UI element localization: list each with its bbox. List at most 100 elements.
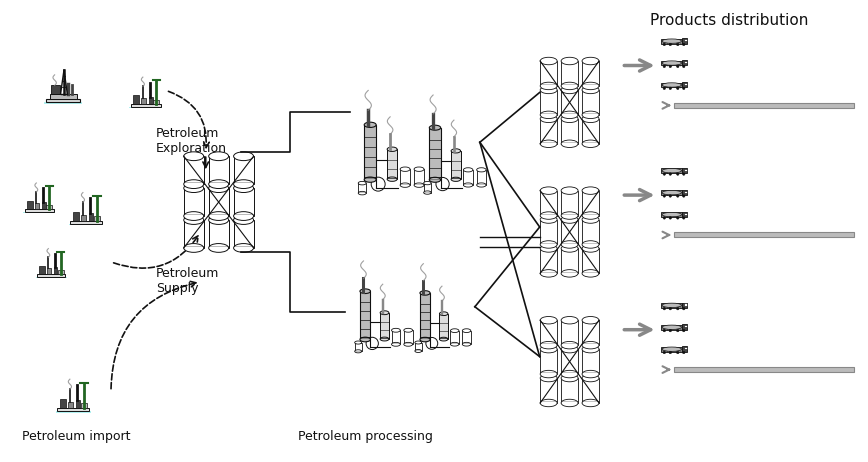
Bar [365,125,376,180]
Ellipse shape [358,191,366,195]
Bar [561,219,578,244]
Bar [582,349,599,374]
Bar [360,291,371,340]
Bar [233,156,253,184]
Bar [424,183,431,193]
Bar [682,38,687,43]
Bar [682,346,687,352]
Circle shape [366,337,378,350]
Ellipse shape [561,86,578,94]
Ellipse shape [561,245,578,252]
Circle shape [436,177,450,191]
Ellipse shape [208,212,228,220]
Ellipse shape [208,184,228,193]
Ellipse shape [540,346,557,353]
Circle shape [669,195,672,197]
Bar [404,330,412,344]
Ellipse shape [561,241,578,248]
Bar [674,232,854,237]
Bar [49,94,76,99]
Bar [674,103,854,108]
Ellipse shape [451,149,461,153]
Bar [582,119,599,144]
Bar [661,83,682,87]
Ellipse shape [365,177,376,182]
Ellipse shape [561,187,578,195]
Ellipse shape [662,347,681,351]
Circle shape [671,352,672,353]
Bar [540,320,557,345]
Circle shape [669,329,672,332]
Bar [674,367,854,372]
Bar [27,201,33,209]
Bar [76,400,80,408]
Ellipse shape [184,152,204,161]
Bar [582,191,599,216]
Circle shape [664,308,665,309]
Bar [184,220,204,248]
Bar [57,408,89,412]
Ellipse shape [430,177,441,182]
Ellipse shape [464,168,473,172]
Ellipse shape [561,374,578,382]
Bar [148,97,153,104]
Bar [131,104,161,107]
Circle shape [669,351,672,354]
Bar [451,151,461,179]
Ellipse shape [415,341,422,344]
Ellipse shape [540,270,557,277]
Circle shape [676,308,679,310]
Bar [684,347,687,349]
Bar [391,330,400,344]
Bar [540,349,557,374]
Ellipse shape [208,152,228,161]
Ellipse shape [540,341,557,349]
Circle shape [664,352,665,353]
Circle shape [671,173,672,174]
Bar [661,303,682,308]
Ellipse shape [662,303,681,308]
Ellipse shape [540,374,557,382]
Bar [233,220,253,248]
Ellipse shape [451,177,461,182]
Ellipse shape [391,342,400,346]
Ellipse shape [233,180,253,188]
Bar [42,202,46,209]
Circle shape [676,87,679,90]
Bar [684,191,687,193]
Circle shape [676,87,677,88]
Ellipse shape [540,212,557,219]
Bar [129,107,162,109]
Ellipse shape [582,316,599,324]
Bar [561,249,578,274]
Circle shape [669,173,672,175]
Ellipse shape [184,184,204,193]
Ellipse shape [582,346,599,353]
Bar [661,347,682,352]
Bar [661,39,682,43]
Ellipse shape [233,212,253,220]
Circle shape [669,87,672,90]
Circle shape [671,329,672,330]
Circle shape [663,65,666,67]
Bar [35,203,39,209]
Ellipse shape [415,349,422,353]
Text: Petroleum
Supply: Petroleum Supply [156,267,220,295]
Ellipse shape [540,82,557,90]
Bar [582,320,599,345]
Circle shape [676,66,677,67]
Text: Products distribution: Products distribution [650,12,808,28]
Ellipse shape [355,341,362,344]
Bar [400,169,410,185]
Circle shape [671,217,672,218]
Ellipse shape [463,329,470,333]
Bar [661,212,682,217]
Circle shape [676,352,677,353]
Bar [70,221,102,224]
Ellipse shape [420,337,431,342]
Ellipse shape [561,212,578,219]
Ellipse shape [561,216,578,223]
Ellipse shape [582,86,599,94]
Ellipse shape [463,342,470,346]
Bar [37,274,65,277]
